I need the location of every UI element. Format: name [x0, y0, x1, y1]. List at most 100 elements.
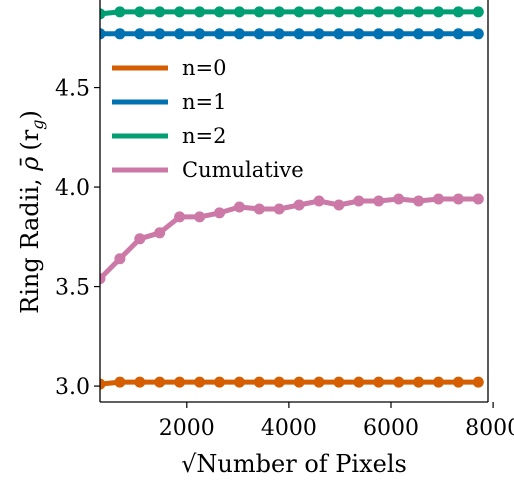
data-point	[194, 211, 206, 223]
data-point	[333, 376, 345, 388]
x-tick-label: 8000	[465, 416, 514, 441]
data-point	[472, 6, 484, 18]
data-point	[373, 6, 385, 18]
data-point	[100, 378, 106, 390]
data-point	[233, 28, 245, 40]
data-point	[273, 28, 285, 40]
data-point	[114, 376, 126, 388]
data-point	[313, 195, 325, 207]
data-point	[313, 28, 325, 40]
data-point	[253, 28, 265, 40]
data-point	[253, 6, 265, 18]
data-point	[114, 28, 126, 40]
data-point	[154, 227, 166, 239]
data-point	[452, 6, 464, 18]
data-point	[413, 195, 425, 207]
data-point	[373, 376, 385, 388]
data-point	[413, 376, 425, 388]
data-point	[273, 376, 285, 388]
data-point	[333, 6, 345, 18]
data-point	[174, 28, 186, 40]
data-point	[452, 28, 464, 40]
data-point	[174, 211, 186, 223]
data-point	[174, 6, 186, 18]
y-tick-label: 4.5	[55, 77, 90, 102]
y-tick-label: 3.0	[55, 375, 90, 400]
data-point	[472, 376, 484, 388]
legend-label: n=2	[182, 124, 226, 148]
legend-label: n=1	[182, 90, 226, 114]
data-point	[472, 28, 484, 40]
data-point	[134, 233, 146, 245]
x-axis-label: √Number of Pixels	[181, 450, 407, 478]
data-point	[393, 193, 405, 205]
data-point	[273, 203, 285, 215]
data-point	[353, 6, 365, 18]
y-tick-label: 4.0	[55, 176, 90, 201]
data-point	[154, 6, 166, 18]
data-point	[353, 376, 365, 388]
y-axis-label-close: )	[16, 110, 44, 119]
data-point	[353, 28, 365, 40]
data-point	[194, 6, 206, 18]
data-point	[100, 8, 106, 20]
y-tick-label: 3.5	[55, 276, 90, 301]
data-point	[253, 376, 265, 388]
axes	[99, 0, 489, 403]
data-point	[433, 28, 444, 40]
data-point	[313, 376, 325, 388]
legend-label: n=0	[182, 56, 226, 80]
data-point	[452, 376, 464, 388]
data-point	[134, 28, 146, 40]
data-point	[134, 6, 146, 18]
data-point	[100, 273, 106, 285]
ticks: 2000 4000 6000 8000 3.0 3.5 4.0 4.5	[55, 77, 514, 441]
data-point	[233, 201, 245, 213]
data-point	[433, 193, 444, 205]
data-point	[214, 376, 225, 388]
data-point	[293, 28, 305, 40]
y-axis-label-unit: (r	[16, 129, 44, 150]
data-point	[214, 207, 225, 219]
x-tick-label: 6000	[363, 416, 419, 441]
data-point	[134, 376, 146, 388]
y-axis-label-main: Ring Radii,	[16, 171, 44, 314]
data-point	[154, 376, 166, 388]
data-point	[194, 376, 206, 388]
data-point	[333, 28, 345, 40]
data-point	[313, 6, 325, 18]
data-point	[273, 6, 285, 18]
data-point	[100, 28, 106, 40]
data-point	[393, 28, 405, 40]
data-point	[114, 253, 126, 265]
y-axis-label-sub: g	[28, 120, 47, 130]
data-point	[154, 28, 166, 40]
data-point	[114, 6, 126, 18]
data-point	[333, 199, 345, 211]
data-point	[433, 376, 444, 388]
data-point	[393, 6, 405, 18]
data-point	[393, 376, 405, 388]
x-tick-label: 4000	[261, 416, 317, 441]
data-point	[452, 193, 464, 205]
data-point	[233, 6, 245, 18]
data-point	[293, 6, 305, 18]
data-point	[194, 28, 206, 40]
legend: n=0 n=1 n=2 Cumulative	[112, 56, 304, 182]
data-point	[413, 28, 425, 40]
data-point	[413, 6, 425, 18]
data-point	[293, 376, 305, 388]
data-point	[293, 199, 305, 211]
data-point	[214, 28, 225, 40]
legend-label: Cumulative	[182, 158, 304, 182]
y-axis-label: Ring Radii, ρ̄ (rg)	[16, 110, 47, 314]
series-line-3	[100, 196, 479, 281]
data-point	[214, 6, 225, 18]
data-point	[433, 6, 444, 18]
x-tick-label: 2000	[159, 416, 215, 441]
data-point	[373, 28, 385, 40]
data-point	[353, 195, 365, 207]
data-point	[174, 376, 186, 388]
data-point	[472, 193, 484, 205]
